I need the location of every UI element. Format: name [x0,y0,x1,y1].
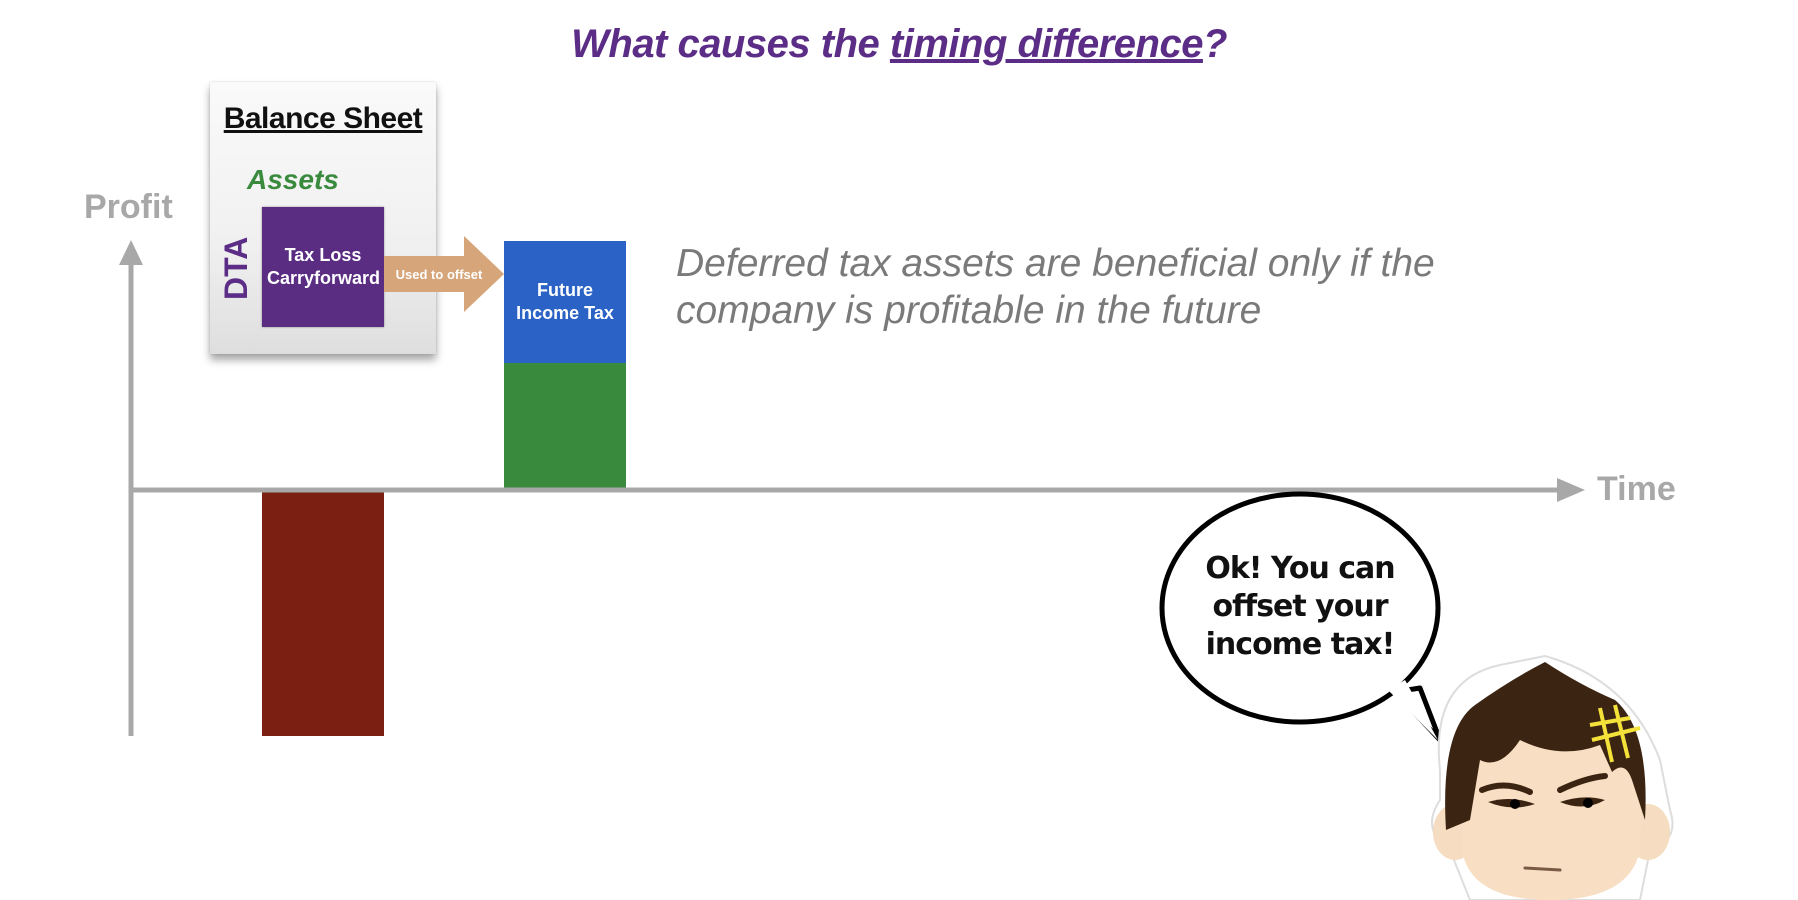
tax-loss-carryforward-label: Tax Loss Carryforward [267,245,381,288]
title-suffix: ? [1202,22,1227,66]
key-statement: Deferred tax assets are beneficial only … [676,242,1435,332]
annoyed-character-icon [1431,654,1674,900]
tax-loss-carryforward-box: Tax Loss Carryforward [262,207,384,327]
y-axis-label: Profit [84,188,173,226]
y-axis-arrowhead [119,240,143,265]
slide-title: What causes the timing difference? [0,22,1798,67]
future-income-tax-box: Future Income Tax [504,241,626,363]
title-prefix: What causes the [571,22,890,66]
dta-label: DTA [218,236,254,300]
assets-heading: Assets [247,164,339,195]
balance-sheet-title: Balance Sheet [223,102,423,135]
loss-bar [262,490,384,736]
title-emphasis: timing difference [889,22,1204,66]
offset-arrow-icon [384,236,504,312]
x-axis-label: Time [1597,470,1676,508]
speech-bubble [1159,491,1443,743]
profit-bar [504,360,626,488]
x-axis-arrowhead [1557,478,1585,502]
future-income-tax-label: Future Income Tax [516,280,614,323]
offset-arrow-label: Used to offset [395,267,483,282]
speech-bubble-text: Ok! You can offset your income tax! [1205,551,1395,662]
